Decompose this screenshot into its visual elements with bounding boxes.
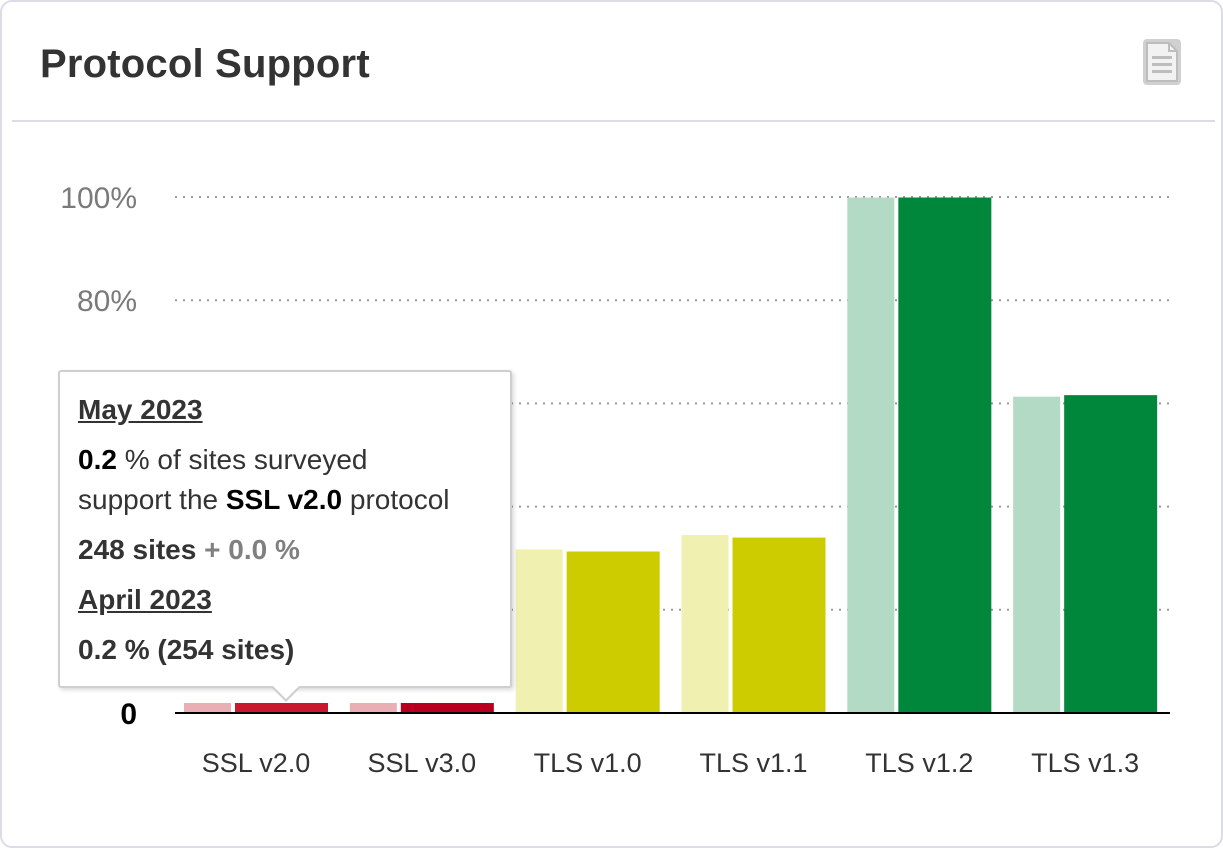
tooltip-sites: 248 sites [78, 534, 197, 565]
card-title: Protocol Support [40, 42, 370, 86]
bar-may-2023[interactable] [400, 703, 494, 713]
bar-april-2023[interactable] [847, 197, 895, 714]
tooltip-month: May 2023 [78, 394, 203, 425]
bar-april-2023[interactable] [349, 703, 397, 713]
x-tick-label: TLS v1.3 [1031, 748, 1139, 778]
bar-april-2023[interactable] [184, 703, 231, 713]
tooltip-text-c: protocol [342, 484, 450, 515]
bar-may-2023[interactable] [235, 703, 328, 713]
tooltip-prev-value: 0.2 % (254 sites) [78, 634, 295, 665]
tooltip-protocol: SSL v2.0 [225, 484, 343, 515]
document-icon[interactable] [1139, 36, 1187, 90]
grid-lines [175, 196, 1170, 611]
y-tick-label: 100% [60, 182, 137, 215]
x-axis-labels: SSL v2.0 SSL v3.0 TLS v1.0 TLS v1.1 TLS v1.2… [202, 748, 1139, 778]
x-tick-label: SSL v2.0 [202, 748, 311, 778]
bar-april-2023[interactable] [515, 549, 563, 713]
bar-april-2023[interactable] [681, 534, 729, 713]
bar-april-2023[interactable] [1013, 396, 1061, 713]
bars [175, 197, 1170, 714]
x-tick-label: TLS v1.0 [534, 748, 642, 778]
card-header: Protocol Support [12, 2, 1215, 122]
tooltip-sites-line: 248 sites + 0.0 % [78, 530, 510, 570]
tooltip-prev-month: April 2023 [78, 584, 212, 615]
tooltip-text-a: % of sites surveyed [116, 444, 368, 475]
x-tick-label: SSL v3.0 [368, 748, 477, 778]
x-tick-label: TLS v1.2 [865, 748, 973, 778]
tooltip-text-b: support the [78, 484, 226, 515]
y-tick-label: 80% [77, 285, 137, 318]
x-tick-label: TLS v1.1 [699, 748, 807, 778]
bar-may-2023[interactable] [1064, 395, 1158, 713]
tooltip: May 2023 0.2 % of sites surveyed support… [58, 370, 512, 702]
y-tick-label: 0 [120, 698, 137, 731]
y-axis-labels: 0 80% 100% [60, 182, 137, 731]
tooltip-line-1: 0.2 % of sites surveyed [78, 440, 510, 480]
bar-may-2023[interactable] [566, 551, 660, 713]
tooltip-plus: + [196, 534, 229, 565]
tooltip-line-2: support the SSL v2.0 protocol [78, 480, 510, 520]
bar-may-2023[interactable] [898, 197, 992, 714]
tooltip-percent: 0.2 [78, 444, 117, 475]
tooltip-change: 0.0 % [228, 534, 300, 565]
bar-may-2023[interactable] [732, 537, 826, 713]
